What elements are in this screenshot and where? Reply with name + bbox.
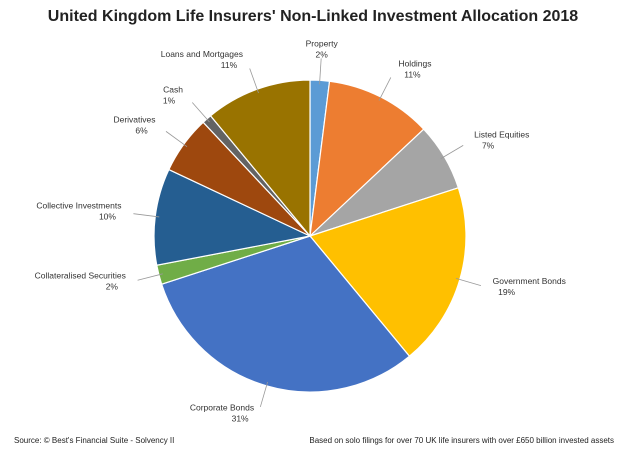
slice-label: Collateralised Securities <box>35 270 126 280</box>
leader-line <box>440 145 464 159</box>
leader-line <box>378 77 392 101</box>
value-label: 10% <box>99 212 116 222</box>
leader-line <box>133 213 160 218</box>
leader-line <box>455 278 482 287</box>
slice-label: Holdings <box>398 58 431 68</box>
chart-title: United Kingdom Life Insurers' Non-Linked… <box>47 8 579 25</box>
leader-line <box>249 68 259 94</box>
slice-label: Listed Equities <box>474 129 529 139</box>
leader-line <box>137 273 163 281</box>
value-label: 2% <box>106 281 119 291</box>
value-label: 11% <box>221 60 238 70</box>
value-label: 2% <box>316 49 329 59</box>
value-label: 6% <box>135 126 148 136</box>
leader-line <box>259 381 268 408</box>
value-label: 7% <box>482 140 495 150</box>
slice-label: Corporate Bonds <box>190 403 254 413</box>
slice-label: Government Bonds <box>493 276 566 286</box>
note: Based on solo filings for over 70 UK lif… <box>309 436 614 445</box>
value-label: 31% <box>232 414 249 424</box>
value-label: 11% <box>404 69 421 79</box>
slice-label: Derivatives <box>113 115 155 125</box>
slice-label: Collective Investments <box>36 201 121 211</box>
slice-label: Property <box>306 38 339 48</box>
value-label: 19% <box>498 287 515 297</box>
leader-line <box>319 58 322 85</box>
leader-line <box>165 131 188 147</box>
source: Source: © Best's Financial Suite - Solve… <box>14 436 174 445</box>
slice-label: Loans and Mortgages <box>161 49 243 59</box>
slice-label: Cash <box>163 84 183 94</box>
leader-line <box>191 102 210 123</box>
value-label: 1% <box>163 95 176 105</box>
